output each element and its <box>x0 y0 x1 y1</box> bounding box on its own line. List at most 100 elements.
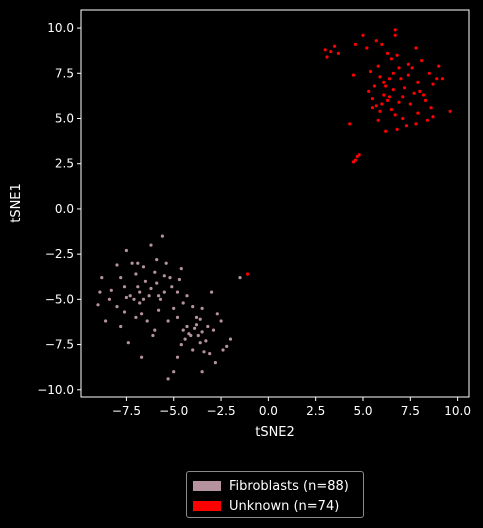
y-tick-label: −2.5 <box>45 247 74 261</box>
fibroblast-point <box>208 352 212 356</box>
fibroblast-point <box>149 286 153 291</box>
unknown-point <box>393 33 397 37</box>
unknown-point <box>395 53 399 57</box>
fibroblast-point <box>225 344 229 348</box>
fibroblast-point <box>126 341 130 345</box>
unknown-point <box>372 84 376 88</box>
fibroblast-point <box>172 306 176 310</box>
y-tick-label: −7.5 <box>45 338 74 352</box>
fibroblast-point <box>200 330 204 334</box>
unknown-point <box>336 51 340 56</box>
unknown-point <box>401 116 405 121</box>
unknown-point <box>382 93 386 97</box>
fibroblast-point <box>177 277 181 282</box>
unknown-point <box>357 153 361 157</box>
fibroblast-point <box>200 370 204 374</box>
y-tick-label: 2.5 <box>55 157 74 171</box>
x-axis-label: tSNE2 <box>255 425 295 440</box>
fibroblast-point <box>196 333 200 338</box>
y-tick-label: 10.0 <box>47 21 74 35</box>
unknown-point <box>384 129 388 133</box>
fibroblast-point <box>202 350 206 354</box>
points-layer <box>96 28 452 381</box>
unknown-point <box>437 64 441 68</box>
fibroblast-point <box>136 261 140 265</box>
legend-label-fibroblasts: Fibroblasts (n=88) <box>229 478 349 494</box>
fibroblast-point <box>172 370 176 374</box>
fibroblast-point <box>132 297 136 301</box>
fibroblast-point <box>175 290 180 294</box>
unknown-point <box>348 122 352 126</box>
y-tick-label: 5.0 <box>55 112 74 126</box>
fibroblast-point <box>107 297 111 301</box>
fibroblast-point <box>166 377 170 381</box>
fibroblast-point <box>157 308 161 312</box>
fibroblast-point <box>153 328 157 332</box>
fibroblast-point <box>168 276 172 280</box>
fibroblast-point <box>128 294 132 298</box>
fibroblast-point <box>164 261 168 265</box>
fibroblast-point <box>206 324 210 329</box>
unknown-point <box>353 158 357 162</box>
unknown-point <box>416 80 420 84</box>
unknown-point <box>384 84 388 88</box>
fibroblast-point <box>183 337 187 341</box>
unknown-point <box>382 80 386 84</box>
unknown-point <box>406 73 410 77</box>
fibroblast-point <box>213 361 217 365</box>
unknown-point <box>323 48 327 52</box>
unknown-point <box>391 71 395 75</box>
fibroblast-point <box>115 263 119 267</box>
unknown-point <box>401 95 405 99</box>
unknown-point <box>399 77 403 81</box>
fibroblast-point <box>181 301 185 305</box>
fibroblast-point <box>162 274 166 278</box>
fibroblast-point <box>141 297 146 301</box>
legend: Fibroblasts (n=88) Unknown (n=74) <box>186 471 364 518</box>
unknown-point <box>404 124 409 128</box>
fibroblast-point <box>124 248 128 253</box>
fibroblast-point <box>228 337 233 341</box>
unknown-point <box>414 46 418 50</box>
fibroblast-point <box>181 328 185 332</box>
unknown-point <box>386 98 390 102</box>
fibroblast-point <box>175 355 180 359</box>
fibroblast-point <box>198 317 202 321</box>
fibroblast-point <box>185 294 189 298</box>
fibroblast-point <box>109 288 113 292</box>
unknown-point <box>361 33 365 37</box>
unknown-point <box>397 100 401 104</box>
legend-label-unknown: Unknown (n=74) <box>229 498 340 514</box>
ticks-layer: −7.5 −5.0 −2.5 0.0 2.5 5.0 7.5 10.0 −10.0 −7.5 −5.… <box>37 21 471 418</box>
y-tick-label: 7.5 <box>55 66 74 80</box>
unknown-point <box>367 89 371 93</box>
fibroblast-point <box>238 276 242 280</box>
unknown-point <box>420 59 424 63</box>
unknown-point <box>406 62 410 66</box>
fibroblast-point <box>179 267 183 271</box>
unknown-point <box>376 64 380 68</box>
fibroblast-point <box>158 297 163 301</box>
fibroblast-point <box>130 261 134 265</box>
plot-frame <box>80 9 470 398</box>
fibroblast-point <box>143 279 147 283</box>
x-tick-label: 10.0 <box>444 404 471 418</box>
fibroblast-point <box>193 326 197 330</box>
unknown-point <box>353 42 357 47</box>
fibroblast-point <box>138 290 142 294</box>
x-tick-label: 7.5 <box>401 404 420 418</box>
fibroblast-point <box>166 319 170 323</box>
y-tick-label: 0.0 <box>55 202 74 216</box>
unknown-point <box>427 71 431 75</box>
y-tick-label: −10.0 <box>37 383 74 397</box>
fibroblast-point <box>221 348 225 352</box>
unknown-point <box>386 51 390 56</box>
unknown-point <box>414 122 418 126</box>
legend-item-unknown: Unknown (n=74) <box>193 496 363 516</box>
unknown-point <box>403 86 407 90</box>
fibroblast-point <box>122 285 127 289</box>
unknown-point <box>418 89 422 93</box>
fibroblast-point <box>147 294 151 298</box>
fibroblast-point <box>185 324 189 329</box>
